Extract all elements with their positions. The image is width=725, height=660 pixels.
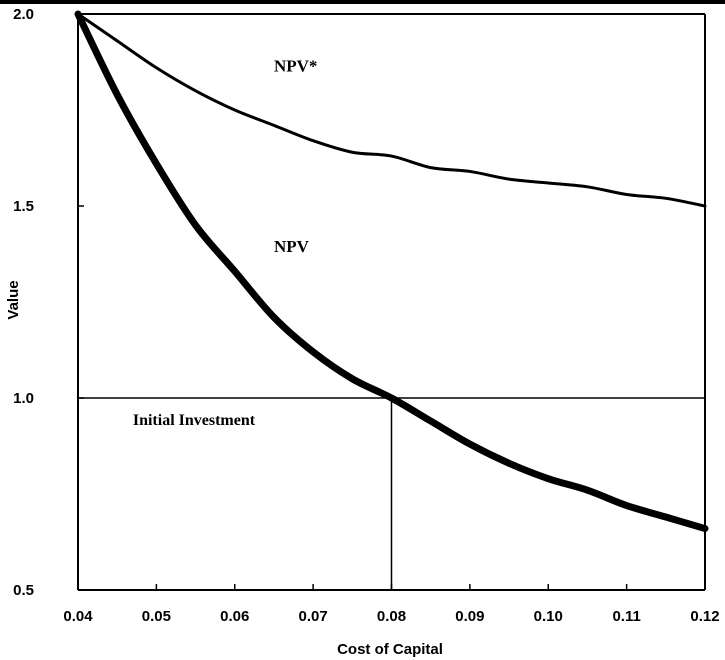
x-axis-tick-label: 0.08: [377, 608, 406, 625]
y-axis-tick-label: 1.0: [13, 390, 34, 407]
npv-label: NPV: [274, 237, 310, 256]
y-axis-tick-label: 1.5: [13, 198, 34, 215]
series-layer: [74, 10, 709, 533]
y-axis-tick-label: 0.5: [13, 582, 34, 599]
npv-star-curve: [76, 12, 707, 208]
x-axis-tick-label: 0.12: [690, 608, 719, 625]
x-axis-tick-label: 0.04: [63, 608, 93, 625]
x-axis-tick-label: 0.07: [299, 608, 328, 625]
x-axis-tick-label: 0.06: [220, 608, 249, 625]
x-axis-tick-label: 0.11: [612, 608, 640, 625]
x-axis-tick-label: 0.10: [534, 608, 563, 625]
npv-curve: [74, 10, 709, 533]
x-axis-tick-label: 0.09: [455, 608, 484, 625]
x-axis-title: Cost of Capital: [337, 641, 443, 658]
y-axis-tick-label: 2.0: [13, 6, 34, 23]
label-layer: NPV* NPV Initial Investment: [133, 57, 318, 429]
npv-star-label: NPV*: [274, 57, 317, 76]
x-axis-tick-label: 0.05: [142, 608, 171, 625]
y-axis-title: Value: [5, 280, 22, 319]
initial-investment-label: Initial Investment: [133, 412, 256, 429]
